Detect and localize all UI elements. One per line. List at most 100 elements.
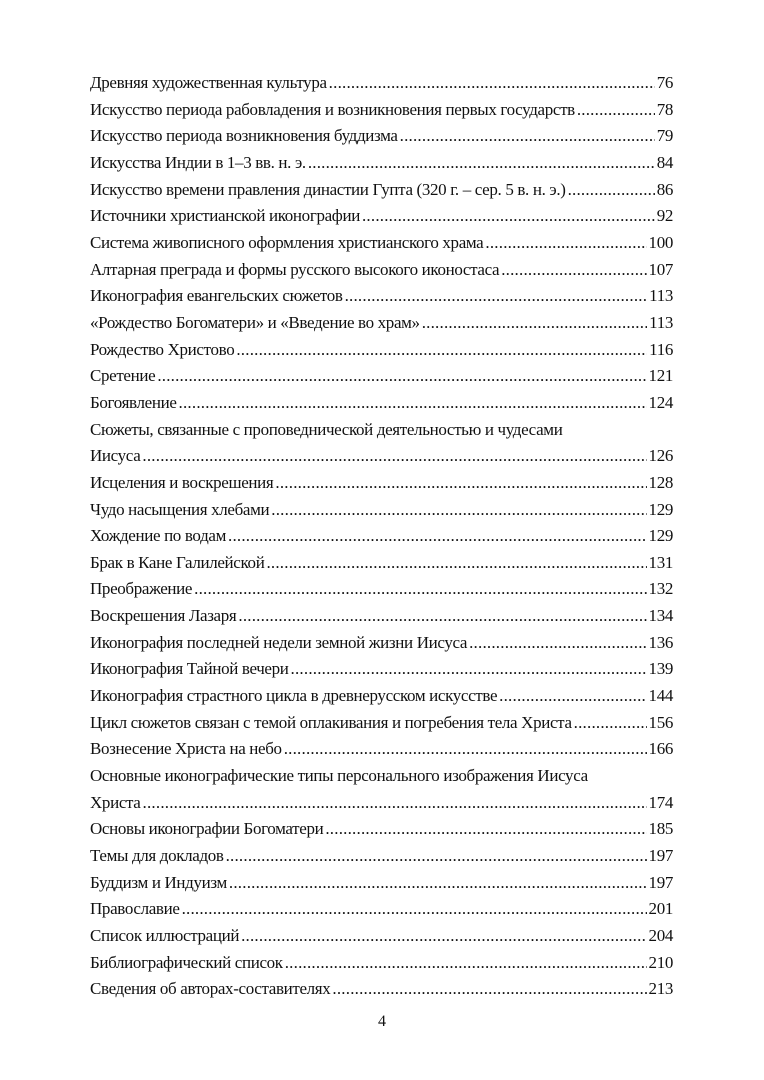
- toc-entry-title: Преображение: [90, 579, 193, 599]
- toc-entry-page: 156: [648, 712, 674, 732]
- toc-entry: Преображение 132: [90, 576, 673, 603]
- toc-entry-title: Древняя художественная культура: [90, 73, 327, 92]
- toc-entry: Библиографический список 210: [90, 950, 673, 977]
- toc-entry-page: 197: [648, 846, 674, 866]
- toc-entry-page: 79: [656, 126, 674, 146]
- toc-entry-title: Иконография страстного цикла в древнерус…: [90, 686, 498, 706]
- toc-entry-page: 126: [648, 446, 674, 466]
- dot-leader: [238, 603, 646, 630]
- toc-entry: Иконография Тайной вечери 139: [90, 656, 673, 683]
- toc-entry-title: «Рождество Богоматери» и «Введение во хр…: [90, 312, 420, 332]
- toc-entry-page: 116: [649, 339, 673, 359]
- table-of-contents: Древняя художественная культура 76 Искусст…: [90, 70, 673, 1003]
- toc-entry: Система живописного оформления христианс…: [90, 230, 673, 257]
- dot-leader: [400, 123, 655, 150]
- dot-leader: [229, 870, 647, 897]
- toc-entry-title: Брак в Кане Галилейской: [90, 552, 265, 572]
- toc-entry-title: Иконография последней недели земной жизн…: [90, 632, 468, 652]
- toc-entry-page: 197: [648, 872, 674, 892]
- toc-entry: Православие 201: [90, 896, 673, 923]
- toc-entry-page: 166: [648, 739, 674, 759]
- toc-entry-title: Искусство периода возникновения буддизма: [90, 126, 398, 146]
- dot-leader: [275, 470, 646, 497]
- toc-entry-title: Вознесение Христа на небо: [90, 739, 282, 759]
- dot-leader: [469, 630, 646, 657]
- toc-entry: Сюжеты, связанные с проповеднической дея…: [90, 417, 673, 444]
- toc-entry-page: 185: [648, 819, 674, 839]
- toc-entry: Темы для докладов 197: [90, 843, 673, 870]
- toc-entry: Основные иконографические типы персональ…: [90, 763, 673, 790]
- toc-entry-title: Сведения об авторах-составителях: [90, 979, 331, 999]
- toc-entry-title: Чудо насыщения хлебами: [90, 499, 270, 519]
- toc-entry: Основы иконографии Богоматери 185: [90, 816, 673, 843]
- toc-entry: Брак в Кане Галилейской 131: [90, 550, 673, 577]
- toc-entry: Иконография последней недели земной жизн…: [90, 630, 673, 657]
- dot-leader: [228, 523, 647, 550]
- page-number: 4: [378, 1013, 386, 1030]
- toc-entry: Иисуса 126: [90, 443, 673, 470]
- toc-entry-title: Основные иконографические типы персональ…: [90, 766, 588, 786]
- toc-entry: Иконография евангельских сюжетов 113: [90, 283, 673, 310]
- toc-entry-page: 210: [648, 952, 674, 972]
- toc-entry: Рождество Христово 116: [90, 337, 673, 364]
- toc-entry: Искусства Индии в 1–3 вв. н. э. 84: [90, 150, 673, 177]
- toc-entry: Сведения об авторах-составителях 213: [90, 976, 673, 1003]
- toc-entry-title: Искусство периода рабовладения и возникн…: [90, 99, 575, 119]
- dot-leader: [194, 576, 646, 603]
- dot-leader: [236, 337, 647, 364]
- toc-entry-title: Православие: [90, 899, 180, 919]
- toc-entry-title: Система живописного оформления христианс…: [90, 232, 484, 252]
- dot-leader: [329, 70, 655, 97]
- toc-entry: Исцеления и воскрешения 128: [90, 470, 673, 497]
- toc-entry-title: Иисуса: [90, 446, 141, 466]
- toc-entry: Искусство времени правления династии Гуп…: [90, 177, 673, 204]
- toc-entry-title: Цикл сюжетов связан с темой оплакивания …: [90, 712, 572, 732]
- dot-leader: [284, 736, 647, 763]
- dot-leader: [325, 816, 646, 843]
- toc-entry: Источники христианской иконографии 92: [90, 203, 673, 230]
- toc-entry-page: 107: [648, 259, 674, 279]
- toc-entry-title: Алтарная преграда и формы русского высок…: [90, 259, 500, 279]
- toc-entry-page: 131: [648, 552, 674, 572]
- dot-leader: [271, 497, 646, 524]
- toc-entry: Буддизм и Индуизм 197: [90, 870, 673, 897]
- dot-leader: [291, 656, 647, 683]
- toc-entry-title: Иконография Тайной вечери: [90, 659, 289, 679]
- toc-entry-page: 84: [656, 152, 674, 172]
- toc-entry: Богоявление 124: [90, 390, 673, 417]
- toc-entry-title: Список иллюстраций: [90, 926, 240, 945]
- dot-leader: [226, 843, 647, 870]
- dot-leader: [577, 97, 655, 124]
- toc-entry-title: Рождество Христово: [90, 339, 235, 359]
- toc-entry-title: Богоявление: [90, 392, 177, 412]
- toc-entry-page: 213: [648, 979, 674, 999]
- dot-leader: [485, 230, 646, 257]
- toc-entry: Вознесение Христа на небо 166: [90, 736, 673, 763]
- dot-leader: [499, 683, 646, 710]
- toc-entry-title: Источники христианской иконографии: [90, 206, 360, 226]
- dot-leader: [345, 283, 648, 310]
- toc-entry-page: 78: [656, 99, 674, 119]
- toc-entry-title: Сретение: [90, 366, 156, 386]
- dot-leader: [182, 896, 647, 923]
- toc-entry-title: Библиографический список: [90, 952, 283, 972]
- toc-entry-page: 139: [648, 659, 674, 679]
- toc-entry-page: 121: [648, 366, 674, 386]
- dot-leader: [574, 710, 647, 737]
- toc-entry-title: Темы для докладов: [90, 846, 224, 866]
- toc-entry-title: Христа: [90, 792, 141, 812]
- toc-entry: Чудо насыщения хлебами 129: [90, 497, 673, 524]
- toc-entry: Хождение по водам 129: [90, 523, 673, 550]
- toc-entry: Искусство периода возникновения буддизма…: [90, 123, 673, 150]
- dot-leader: [568, 177, 655, 204]
- toc-entry-page: 92: [656, 206, 674, 226]
- dot-leader: [332, 976, 646, 1003]
- toc-entry-page: 201: [648, 899, 674, 919]
- toc-entry-page: 113: [649, 286, 673, 306]
- toc-entry: Сретение 121: [90, 363, 673, 390]
- toc-entry: Христа 174: [90, 790, 673, 817]
- dot-leader: [266, 550, 646, 577]
- toc-entry-page: 100: [648, 232, 674, 252]
- toc-entry-page: 86: [656, 179, 674, 199]
- dot-leader: [362, 203, 655, 230]
